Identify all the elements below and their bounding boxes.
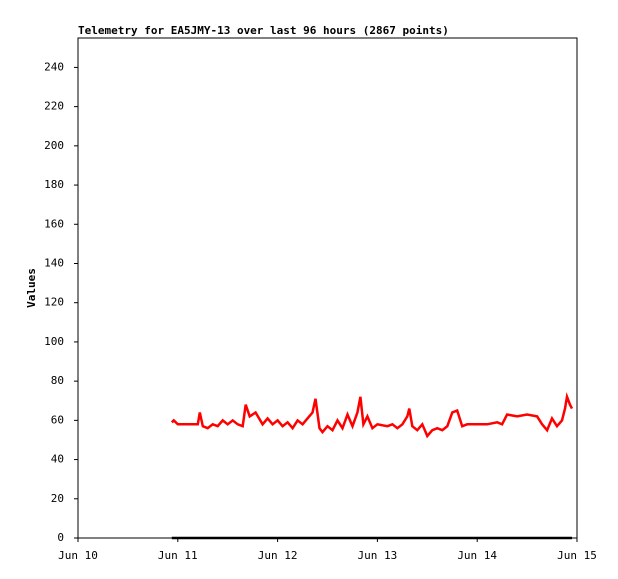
y-tick-label: 180 xyxy=(44,178,64,191)
x-tick-label: Jun 12 xyxy=(258,549,298,562)
x-tick-label: Jun 13 xyxy=(358,549,398,562)
y-tick-label: 40 xyxy=(51,453,64,466)
x-tick-label: Jun 10 xyxy=(58,549,98,562)
y-tick-label: 160 xyxy=(44,217,64,230)
y-tick-label: 100 xyxy=(44,335,64,348)
x-tick-label: Jun 11 xyxy=(158,549,198,562)
data-line xyxy=(170,392,574,439)
y-tick-label: 200 xyxy=(44,139,64,152)
chart-title: Telemetry for EA5JMY-13 over last 96 hou… xyxy=(78,24,449,37)
y-tick-label: 220 xyxy=(44,100,64,113)
y-axis-label: Values xyxy=(25,268,38,308)
y-tick-label: 140 xyxy=(44,256,64,269)
y-tick-label: 240 xyxy=(44,60,64,73)
y-tick-label: 20 xyxy=(51,492,64,505)
y-tick-label: 80 xyxy=(51,374,64,387)
x-tick-label: Jun 15 xyxy=(557,549,597,562)
y-tick-label: 0 xyxy=(57,531,64,544)
y-tick-label: 120 xyxy=(44,296,64,309)
y-tick-label: 60 xyxy=(51,413,64,426)
x-tick-label: Jun 14 xyxy=(457,549,497,562)
